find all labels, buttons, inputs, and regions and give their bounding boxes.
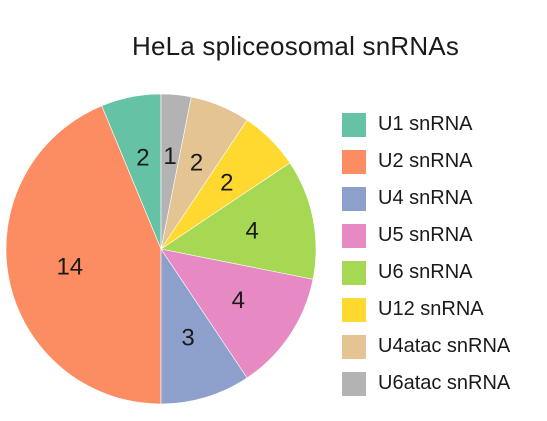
legend-swatch-u6atac — [342, 371, 366, 396]
legend-label-u2: U2 snRNA — [378, 150, 473, 172]
legend-swatch-u4atac — [342, 334, 366, 359]
pie-value-label-u6atac-snrna: 1 — [163, 143, 176, 170]
pie-slice-u4-snrna — [160, 248, 248, 405]
legend-label-u4atac: U4atac snRNA — [378, 335, 511, 357]
chart-title: HeLa spliceosomal snRNAs — [132, 31, 460, 61]
pie-value-label-u5-snrna: 4 — [232, 287, 245, 314]
legend-item-u2: U2 snRNA — [342, 143, 510, 180]
legend-item-u4atac: U4atac snRNA — [342, 328, 510, 365]
legend-item-u6atac: U6atac snRNA — [342, 365, 510, 402]
legend-item-u1: U1 snRNA — [342, 106, 510, 143]
pie-slice-u6-snrna — [160, 162, 317, 280]
legend-swatch-u4 — [342, 186, 366, 211]
legend-swatch-u6 — [342, 260, 366, 285]
legend-item-u12: U12 snRNA — [342, 291, 510, 328]
legend-label-u4: U4 snRNA — [378, 187, 473, 209]
legend: U1 snRNA U2 snRNA U4 snRNA U5 snRNA U6 s… — [342, 106, 510, 402]
legend-swatch-u2 — [342, 149, 366, 174]
legend-label-u5: U5 snRNA — [378, 224, 473, 246]
pie-slice-u2-snrna — [5, 105, 162, 405]
pie-slice-u6atac-snrna — [160, 93, 192, 250]
legend-item-u4: U4 snRNA — [342, 180, 510, 217]
legend-label-u6: U6 snRNA — [378, 261, 473, 283]
legend-label-u12: U12 snRNA — [378, 298, 484, 320]
pie-slices — [5, 93, 317, 405]
legend-label-u1: U1 snRNA — [378, 113, 473, 135]
pie-value-label-u12-snrna: 2 — [220, 170, 233, 197]
pie-value-label-u2-snrna: 14 — [56, 254, 83, 281]
legend-item-u6: U6 snRNA — [342, 254, 510, 291]
pie-value-label-u4-snrna: 3 — [181, 325, 194, 352]
legend-item-u5: U5 snRNA — [342, 217, 510, 254]
legend-swatch-u5 — [342, 223, 366, 248]
legend-swatch-u12 — [342, 297, 366, 322]
legend-label-u6atac: U6atac snRNA — [378, 372, 511, 394]
pie-slice-u5-snrna — [160, 248, 314, 379]
pie-value-label-u4atac-snrna: 2 — [190, 150, 203, 177]
legend-swatch-u1 — [342, 112, 366, 137]
pie-value-label-u1-snrna: 2 — [136, 144, 149, 171]
pie-value-label-u6-snrna: 4 — [246, 217, 259, 244]
